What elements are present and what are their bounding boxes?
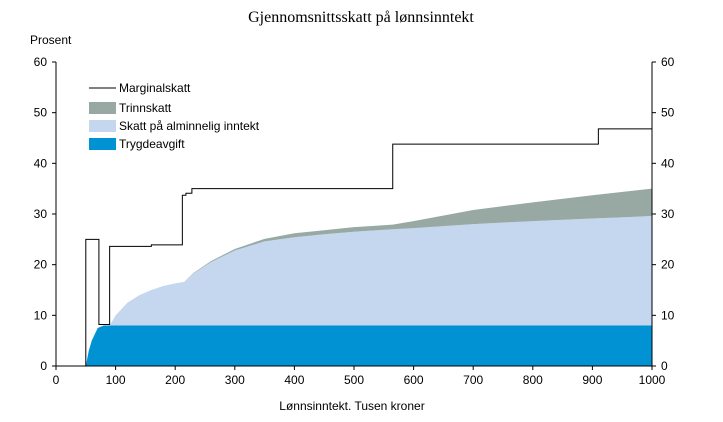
x-tick-label: 400: [284, 373, 304, 387]
legend-label-1: Skatt på alminnelig inntekt: [119, 119, 260, 133]
x-tick-label: 500: [344, 373, 364, 387]
y-tick-label-right: 50: [661, 106, 675, 120]
y-tick-label-right: 30: [661, 207, 675, 221]
legend-label-2: Trinnskatt: [119, 101, 172, 115]
y-tick-label-right: 40: [661, 156, 675, 170]
area-series-1: [85, 216, 653, 366]
x-tick-label: 800: [523, 373, 543, 387]
y-tick-label-right: 20: [661, 258, 675, 272]
x-axis-label: Lønnsinntekt. Tusen kroner: [279, 399, 424, 413]
chart-title: Gjennomsnittsskatt på lønnsinntekt: [248, 9, 474, 26]
y-tick-label-left: 30: [34, 207, 48, 221]
y-tick-label-left: 0: [40, 359, 47, 373]
x-tick-label: 100: [106, 373, 126, 387]
legend-swatch-0: [89, 138, 116, 150]
x-tick-label: 0: [53, 373, 60, 387]
x-tick-label: 600: [404, 373, 424, 387]
y-tick-label-left: 20: [34, 258, 48, 272]
legend-swatch-2: [89, 102, 116, 114]
marginal-line: [56, 128, 652, 367]
x-tick-label: 900: [582, 373, 602, 387]
legend-label-marginal: Marginalskatt: [119, 81, 191, 95]
x-tick-label: 1000: [639, 373, 666, 387]
y-tick-label-right: 0: [661, 359, 668, 373]
area-series-0: [85, 325, 653, 366]
legend-label-0: Trygdeavgift: [119, 137, 185, 151]
y-tick-label-left: 50: [34, 106, 48, 120]
y-tick-label-left: 60: [34, 55, 48, 69]
area-series-2: [85, 188, 653, 366]
legend-swatch-1: [89, 120, 116, 132]
legend: Marginalskatt Trinnskatt Skatt på alminnel…: [89, 81, 260, 151]
y-tick-label-left: 40: [34, 156, 48, 170]
stacked-areas: [85, 188, 653, 366]
y-axis-label: Prosent: [30, 33, 72, 47]
y-tick-label-right: 60: [661, 55, 675, 69]
x-tick-label: 700: [463, 373, 483, 387]
x-tick-label: 200: [165, 373, 185, 387]
marginal-line-group: [56, 128, 652, 367]
y-tick-label-right: 10: [661, 308, 675, 322]
x-tick-label: 300: [225, 373, 245, 387]
y-tick-label-left: 10: [34, 308, 48, 322]
